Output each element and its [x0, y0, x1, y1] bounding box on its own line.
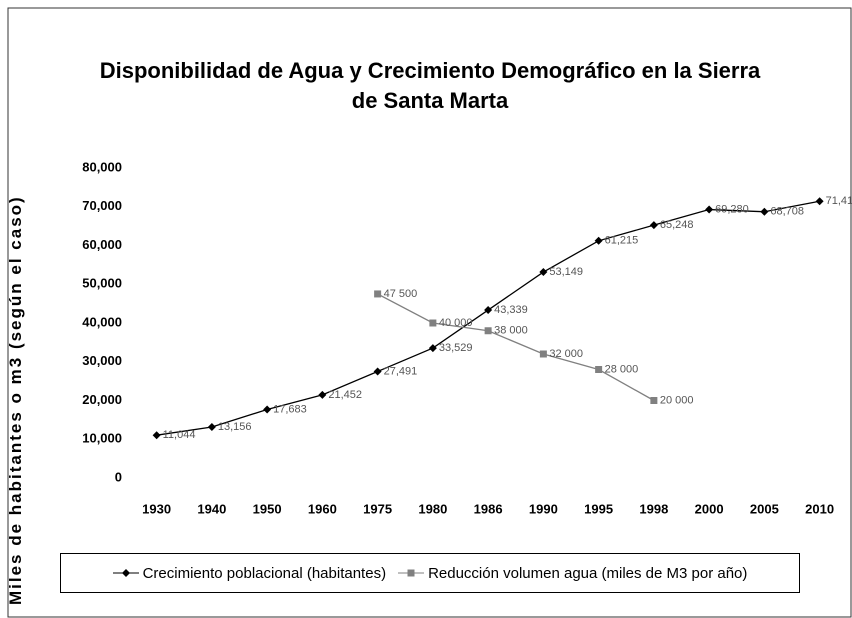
marker: [650, 397, 658, 404]
y-tick-label: 50,000: [82, 276, 122, 291]
x-tick-label: 1975: [363, 501, 392, 516]
y-tick-label: 70,000: [82, 198, 122, 213]
marker: [649, 221, 658, 230]
legend-marker: [121, 569, 130, 577]
marker: [539, 268, 548, 277]
chart-title-line2: de Santa Marta: [352, 88, 509, 113]
x-tick-label: 1990: [529, 501, 558, 516]
x-tick-label: 1950: [253, 501, 282, 516]
y-tick-label: 0: [115, 469, 122, 484]
data-label: 68,708: [770, 206, 804, 218]
data-label: 13,156: [218, 421, 252, 433]
data-label: 65,248: [660, 219, 694, 231]
x-tick-label: 1980: [418, 501, 447, 516]
marker: [263, 405, 272, 414]
x-tick-label: 1930: [142, 501, 171, 516]
marker: [594, 236, 603, 245]
legend-label: Reducción volumen agua (miles de M3 por …: [428, 564, 748, 582]
marker: [484, 327, 492, 335]
marker: [760, 207, 769, 216]
chart-title: Disponibilidad de Agua y Crecimiento Dem…: [100, 58, 761, 83]
y-tick-label: 60,000: [82, 237, 122, 252]
marker: [429, 319, 437, 327]
x-tick-label: 1998: [639, 501, 668, 516]
data-label: 27,491: [384, 365, 418, 377]
data-label: 11,044: [163, 429, 196, 441]
x-tick-label: 1940: [197, 501, 226, 516]
legend-item: Crecimiento poblacional (habitantes): [112, 564, 387, 582]
data-label: 71,412: [826, 195, 852, 207]
marker: [484, 306, 493, 315]
y-tick-label: 20,000: [82, 392, 122, 407]
marker: [705, 205, 714, 214]
data-label: 20 000: [660, 394, 694, 406]
marker: [595, 366, 603, 373]
data-label: 21,452: [328, 389, 362, 401]
marker: [318, 390, 327, 399]
legend-label: Crecimiento poblacional (habitantes): [142, 564, 387, 582]
x-tick-label: 2000: [695, 501, 724, 516]
series-line: [377, 293, 655, 402]
marker: [815, 197, 824, 206]
data-label: 32 000: [549, 348, 583, 360]
data-label: 43,339: [494, 304, 528, 316]
data-label: 28 000: [605, 363, 639, 375]
data-label: 47 500: [384, 288, 418, 300]
data-label: 69,280: [715, 203, 749, 215]
legend-marker: [407, 569, 415, 577]
frame: [7, 7, 852, 618]
marker: [207, 423, 216, 432]
legend-swatch: [112, 569, 139, 577]
data-label: 40 000: [439, 317, 473, 329]
marker: [152, 431, 161, 440]
marker: [539, 350, 547, 358]
series-line: [156, 200, 820, 436]
y-tick-label: 40,000: [82, 314, 122, 329]
legend: Crecimiento poblacional (habitantes) Redu…: [60, 553, 800, 593]
legend-swatch: [398, 569, 425, 577]
x-tick-label: 1986: [474, 501, 503, 516]
y-tick-label: 10,000: [82, 431, 122, 446]
data-label: 17,683: [273, 403, 307, 415]
y-axis-label: Miles de habitantes o m3 (según el caso): [6, 195, 25, 605]
marker: [374, 290, 382, 298]
y-tick-label: 80,000: [82, 159, 122, 174]
x-tick-label: 1995: [584, 501, 613, 516]
legend-item: Reducción volumen agua (miles de M3 por …: [398, 565, 747, 582]
x-tick-label: 2005: [750, 501, 779, 516]
data-label: 61,215: [605, 235, 639, 247]
x-tick-label: 2010: [805, 501, 834, 516]
data-label: 53,149: [549, 266, 583, 278]
marker: [373, 367, 382, 376]
y-tick-label: 30,000: [82, 353, 122, 368]
marker: [428, 344, 437, 353]
x-tick-label: 1960: [308, 501, 337, 516]
data-label: 33,529: [439, 342, 473, 354]
data-label: 38 000: [494, 325, 528, 337]
